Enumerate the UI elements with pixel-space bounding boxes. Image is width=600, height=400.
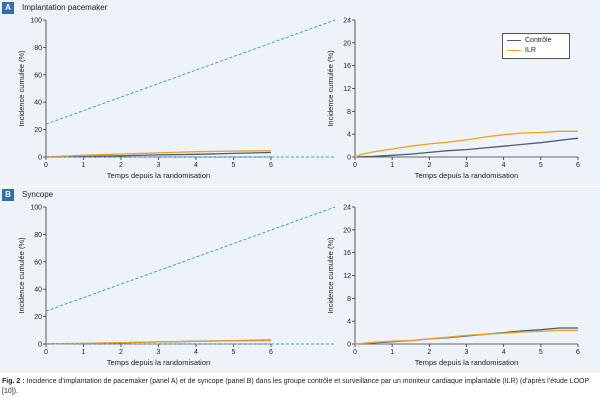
y-axis-label: Incidence cumulée (%) [17,50,26,127]
y-tick-label: 100 [30,205,42,212]
x-tick-label: 2 [427,162,431,169]
x-tick-label: 1 [390,349,394,356]
x-tick-label: 0 [44,162,48,169]
x-axis-label: Temps depuis la randomisation [107,171,210,180]
x-tick-label: 2 [427,349,431,356]
y-tick-label: 60 [34,259,42,266]
x-tick-label: 3 [465,162,469,169]
y-tick-label: 80 [34,232,42,239]
x-axis-label: Temps depuis la randomisation [107,358,210,367]
y-tick-label: 100 [30,18,42,25]
figure-caption: Fig. 2 : Incidence d’implantation de pac… [2,377,598,397]
legend-item-ilr: ILR [507,46,536,56]
x-tick-label: 6 [269,162,273,169]
y-tick-label: 80 [34,45,42,52]
panel-a: A Implantation pacemaker 0 20 40 60 80 100 0 1 2… [0,0,600,186]
caption-label: Fig. 2 : [2,378,25,385]
legend-swatch-controle [507,39,521,41]
y-tick-label: 0 [38,342,42,349]
x-tick-label: 5 [539,162,543,169]
legend: Contrôle ILR [502,33,570,59]
y-tick-label: 20 [343,40,351,47]
x-tick-label: 2 [119,349,123,356]
panel-b: B Syncope 0 20 40 60 80 100 0 1 2 3 4 5 6 Temps depui… [0,187,600,373]
y-tick-label: 40 [34,100,42,107]
x-tick-label: 3 [157,349,161,356]
series-line-ilr [354,329,578,345]
x-tick-label: 4 [502,162,506,169]
x-tick-label: 4 [502,349,506,356]
y-tick-label: 4 [347,132,351,139]
series-line-controle [354,137,579,158]
panel-title: Implantation pacemaker [22,3,108,12]
x-tick-label: 1 [390,162,394,169]
series-line-ilr [45,150,272,158]
x-axis-label: Temps depuis la randomisation [415,358,518,367]
y-tick-label: 20 [34,127,42,134]
y-tick-label: 16 [343,63,351,70]
x-tick-label: 2 [119,162,123,169]
y-tick-label: 20 [34,314,42,321]
y-axis-label: Incidence cumulée (%) [326,237,335,314]
legend-swatch-ilr [507,49,521,51]
legend-label-controle: Contrôle [525,37,552,44]
y-tick-label: 24 [343,205,351,212]
x-tick-label: 1 [82,162,86,169]
panel-letter: A [2,2,14,14]
x-tick-label: 5 [232,162,236,169]
x-tick-label: 6 [576,349,580,356]
x-tick-label: 3 [157,162,161,169]
legend-label-ilr: ILR [525,47,536,54]
x-tick-label: 4 [194,349,198,356]
panel-title: Syncope [22,190,54,199]
x-axis-label: Temps depuis la randomisation [415,171,518,180]
y-tick-label: 8 [347,296,351,303]
y-tick-label: 40 [34,287,42,294]
x-tick-label: 0 [44,349,48,356]
y-tick-label: 24 [343,18,351,25]
chart-b-full: 0 20 40 60 80 100 0 1 2 3 4 5 6 Temps depuis la rando… [17,205,273,368]
x-tick-label: 4 [194,162,198,169]
legend-item-controle: Contrôle [507,36,551,46]
x-tick-label: 1 [82,349,86,356]
y-tick-label: 12 [343,273,351,280]
y-tick-label: 0 [347,155,351,162]
y-tick-label: 0 [38,155,42,162]
x-tick-label: 5 [232,349,236,356]
y-tick-label: 60 [34,72,42,79]
panel-letter: B [2,189,14,201]
y-tick-label: 20 [343,227,351,234]
series-line-ilr [45,340,272,345]
caption-text: Incidence d’implantation de pacemaker (p… [2,378,590,395]
y-tick-label: 0 [347,342,351,349]
chart-a-full: 0 20 40 60 80 100 0 1 2 3 4 5 6 Temps depuis la rando… [17,18,273,181]
x-tick-label: 0 [353,162,357,169]
y-tick-label: 4 [347,319,351,326]
x-tick-label: 3 [465,349,469,356]
x-tick-label: 6 [269,349,273,356]
x-tick-label: 0 [353,349,357,356]
zoom-connector-top [45,206,336,312]
y-tick-label: 16 [343,250,351,257]
y-axis-label: Incidence cumulée (%) [326,50,335,127]
y-axis-label: Incidence cumulée (%) [17,237,26,314]
series-line-ilr [354,130,578,158]
zoom-connector-top [45,19,336,125]
y-tick-label: 12 [343,86,351,93]
x-tick-label: 5 [539,349,543,356]
x-tick-label: 6 [576,162,580,169]
y-tick-label: 8 [347,109,351,116]
